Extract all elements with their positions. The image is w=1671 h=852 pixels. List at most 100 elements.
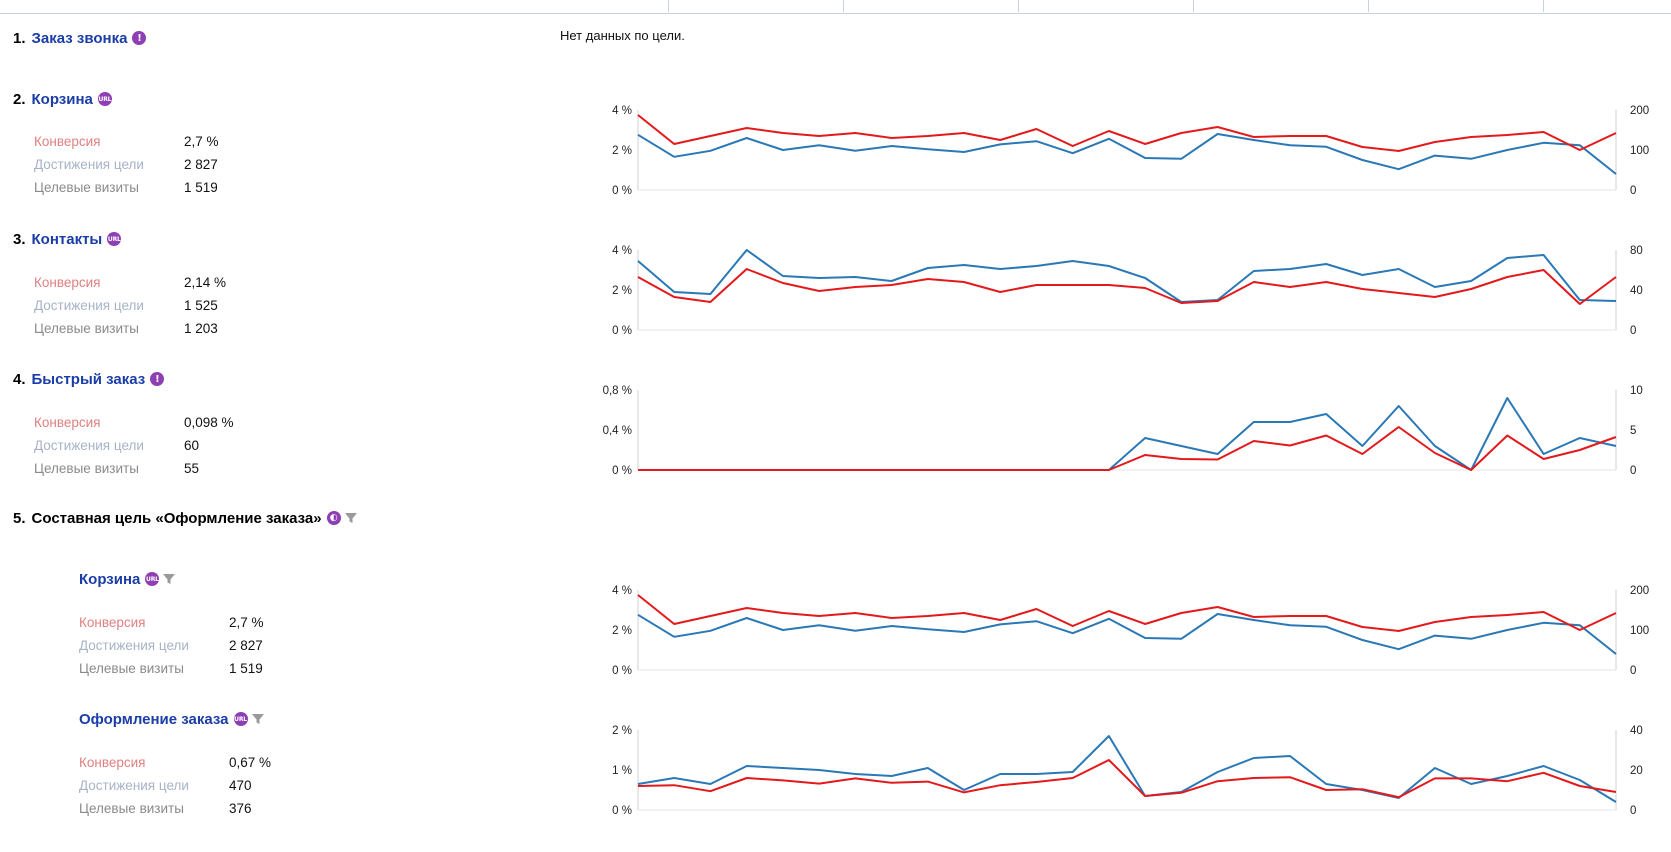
- stat-conversion: Конверсия 2,7 %: [34, 131, 219, 151]
- stat-label: Достижения цели: [34, 156, 144, 172]
- stat-value: 60: [184, 437, 200, 453]
- stat-value: 2,7 %: [229, 614, 264, 630]
- stat-label: Конверсия: [34, 274, 101, 290]
- right-tick-label: 0: [1630, 665, 1636, 677]
- right-tick-label: 100: [1630, 625, 1649, 637]
- stat-reaches: Достижения цели 2 827: [34, 154, 218, 174]
- stat-value: 1 525: [184, 297, 218, 313]
- right-tick-label: 40: [1630, 285, 1643, 297]
- funnel-icon[interactable]: [162, 572, 176, 586]
- stat-visits: Целевые визиты 1 203: [34, 318, 218, 338]
- step-title-link[interactable]: Оформление заказа: [79, 710, 229, 728]
- goal-4-header: 4. Быстрый заказ !: [13, 367, 165, 391]
- reaches-series-line: [637, 249, 1617, 303]
- chart-step-checkout: 2 % 1 % 0 % 40 20 0: [612, 725, 1643, 817]
- reaches-series-line: [637, 133, 1617, 175]
- stat-label: Целевые визиты: [34, 179, 139, 195]
- stat-visits: Целевые визиты 55: [34, 458, 199, 478]
- chart-cart: 4 % 2 % 0 % 200 100 0: [612, 105, 1649, 197]
- stat-label: Достижения цели: [79, 637, 189, 653]
- reaches-series-line: [637, 613, 1617, 655]
- left-tick-label: 0 %: [612, 805, 632, 817]
- right-tick-label: 0: [1630, 185, 1636, 197]
- goal-number: 2.: [13, 90, 26, 108]
- stat-value: 0,67 %: [229, 754, 272, 770]
- left-tick-label: 4 %: [612, 245, 632, 257]
- stat-visits: Целевые визиты 1 519: [79, 658, 263, 678]
- goal-title-link[interactable]: Контакты: [31, 230, 103, 248]
- goal-number: 3.: [13, 230, 26, 248]
- stat-conversion: Конверсия 0,67 %: [79, 752, 271, 772]
- conversion-series-line: [637, 114, 1617, 152]
- exclamation-icon[interactable]: !: [150, 372, 165, 386]
- column-separator: [843, 0, 844, 12]
- stat-reaches: Достижения цели 60: [34, 435, 199, 455]
- exclamation-icon[interactable]: !: [132, 31, 147, 45]
- goal-title-link[interactable]: Быстрый заказ: [31, 370, 146, 388]
- url-icon[interactable]: URL: [233, 712, 248, 726]
- left-tick-label: 0 %: [612, 185, 632, 197]
- stat-value: 2,7 %: [184, 133, 219, 149]
- left-tick-label: 2 %: [612, 725, 632, 737]
- right-tick-label: 5: [1630, 425, 1636, 437]
- right-tick-label: 200: [1630, 585, 1649, 597]
- column-separator: [1368, 0, 1369, 12]
- stat-reaches: Достижения цели 1 525: [34, 295, 218, 315]
- left-tick-label: 2 %: [612, 625, 632, 637]
- stat-visits: Целевые визиты 1 519: [34, 177, 218, 197]
- step-title-link[interactable]: Корзина: [79, 570, 141, 588]
- funnel-icon[interactable]: [344, 511, 358, 525]
- goal-title-link[interactable]: Заказ звонка: [31, 29, 128, 47]
- left-tick-label: 2 %: [612, 285, 632, 297]
- left-tick-label: 1 %: [612, 765, 632, 777]
- left-tick-label: 0,8 %: [603, 385, 632, 397]
- stat-label: Конверсия: [34, 133, 101, 149]
- left-tick-label: 2 %: [612, 145, 632, 157]
- compound-goal-icon[interactable]: ◐: [326, 511, 341, 525]
- funnel-icon[interactable]: [251, 712, 265, 726]
- stat-label: Целевые визиты: [34, 320, 139, 336]
- right-tick-label: 100: [1630, 145, 1649, 157]
- column-separator: [1018, 0, 1019, 12]
- goal-2-header: 2. Корзина URL: [13, 87, 112, 111]
- right-tick-label: 10: [1630, 385, 1643, 397]
- stat-label: Конверсия: [34, 414, 101, 430]
- stat-value: 2,14 %: [184, 274, 227, 290]
- right-tick-label: 20: [1630, 765, 1643, 777]
- goal-number: 1.: [13, 29, 26, 47]
- stat-value: 55: [184, 460, 200, 476]
- goal-1-header: 1. Заказ звонка !: [13, 26, 147, 50]
- reaches-series-line: [638, 397, 1617, 471]
- goal-3-header: 3. Контакты URL: [13, 227, 122, 251]
- no-data-message: Нет данных по цели.: [560, 28, 685, 43]
- url-icon[interactable]: URL: [97, 92, 112, 106]
- stat-conversion: Конверсия 2,7 %: [79, 612, 264, 632]
- chart-contacts: 4 % 2 % 0 % 80 40 0: [612, 245, 1643, 337]
- url-icon[interactable]: URL: [145, 572, 160, 586]
- conversion-series-line: [637, 759, 1617, 799]
- left-tick-label: 4 %: [612, 105, 632, 117]
- right-tick-label: 0: [1630, 805, 1636, 817]
- conversion-series-line: [637, 594, 1617, 632]
- goal-title-link[interactable]: Корзина: [31, 90, 93, 108]
- stat-value: 0,098 %: [184, 414, 234, 430]
- conversion-series-line: [638, 426, 1617, 471]
- stat-reaches: Достижения цели 2 827: [79, 635, 263, 655]
- column-separator: [668, 0, 669, 12]
- right-tick-label: 40: [1630, 725, 1643, 737]
- right-tick-label: 80: [1630, 245, 1643, 257]
- left-tick-label: 0 %: [612, 325, 632, 337]
- top-divider: [0, 13, 1671, 14]
- url-icon[interactable]: URL: [107, 232, 122, 246]
- stat-conversion: Конверсия 0,098 %: [34, 412, 234, 432]
- right-tick-label: 0: [1630, 465, 1636, 477]
- stat-label: Целевые визиты: [34, 460, 139, 476]
- stat-value: 2 827: [184, 156, 218, 172]
- column-separator: [1543, 0, 1544, 12]
- stat-value: 1 203: [184, 320, 218, 336]
- right-tick-label: 200: [1630, 105, 1649, 117]
- stat-label: Целевые визиты: [79, 800, 184, 816]
- goal-title: Составная цель «Оформление заказа»: [31, 509, 322, 527]
- stat-label: Достижения цели: [34, 437, 144, 453]
- stat-value: 2 827: [229, 637, 263, 653]
